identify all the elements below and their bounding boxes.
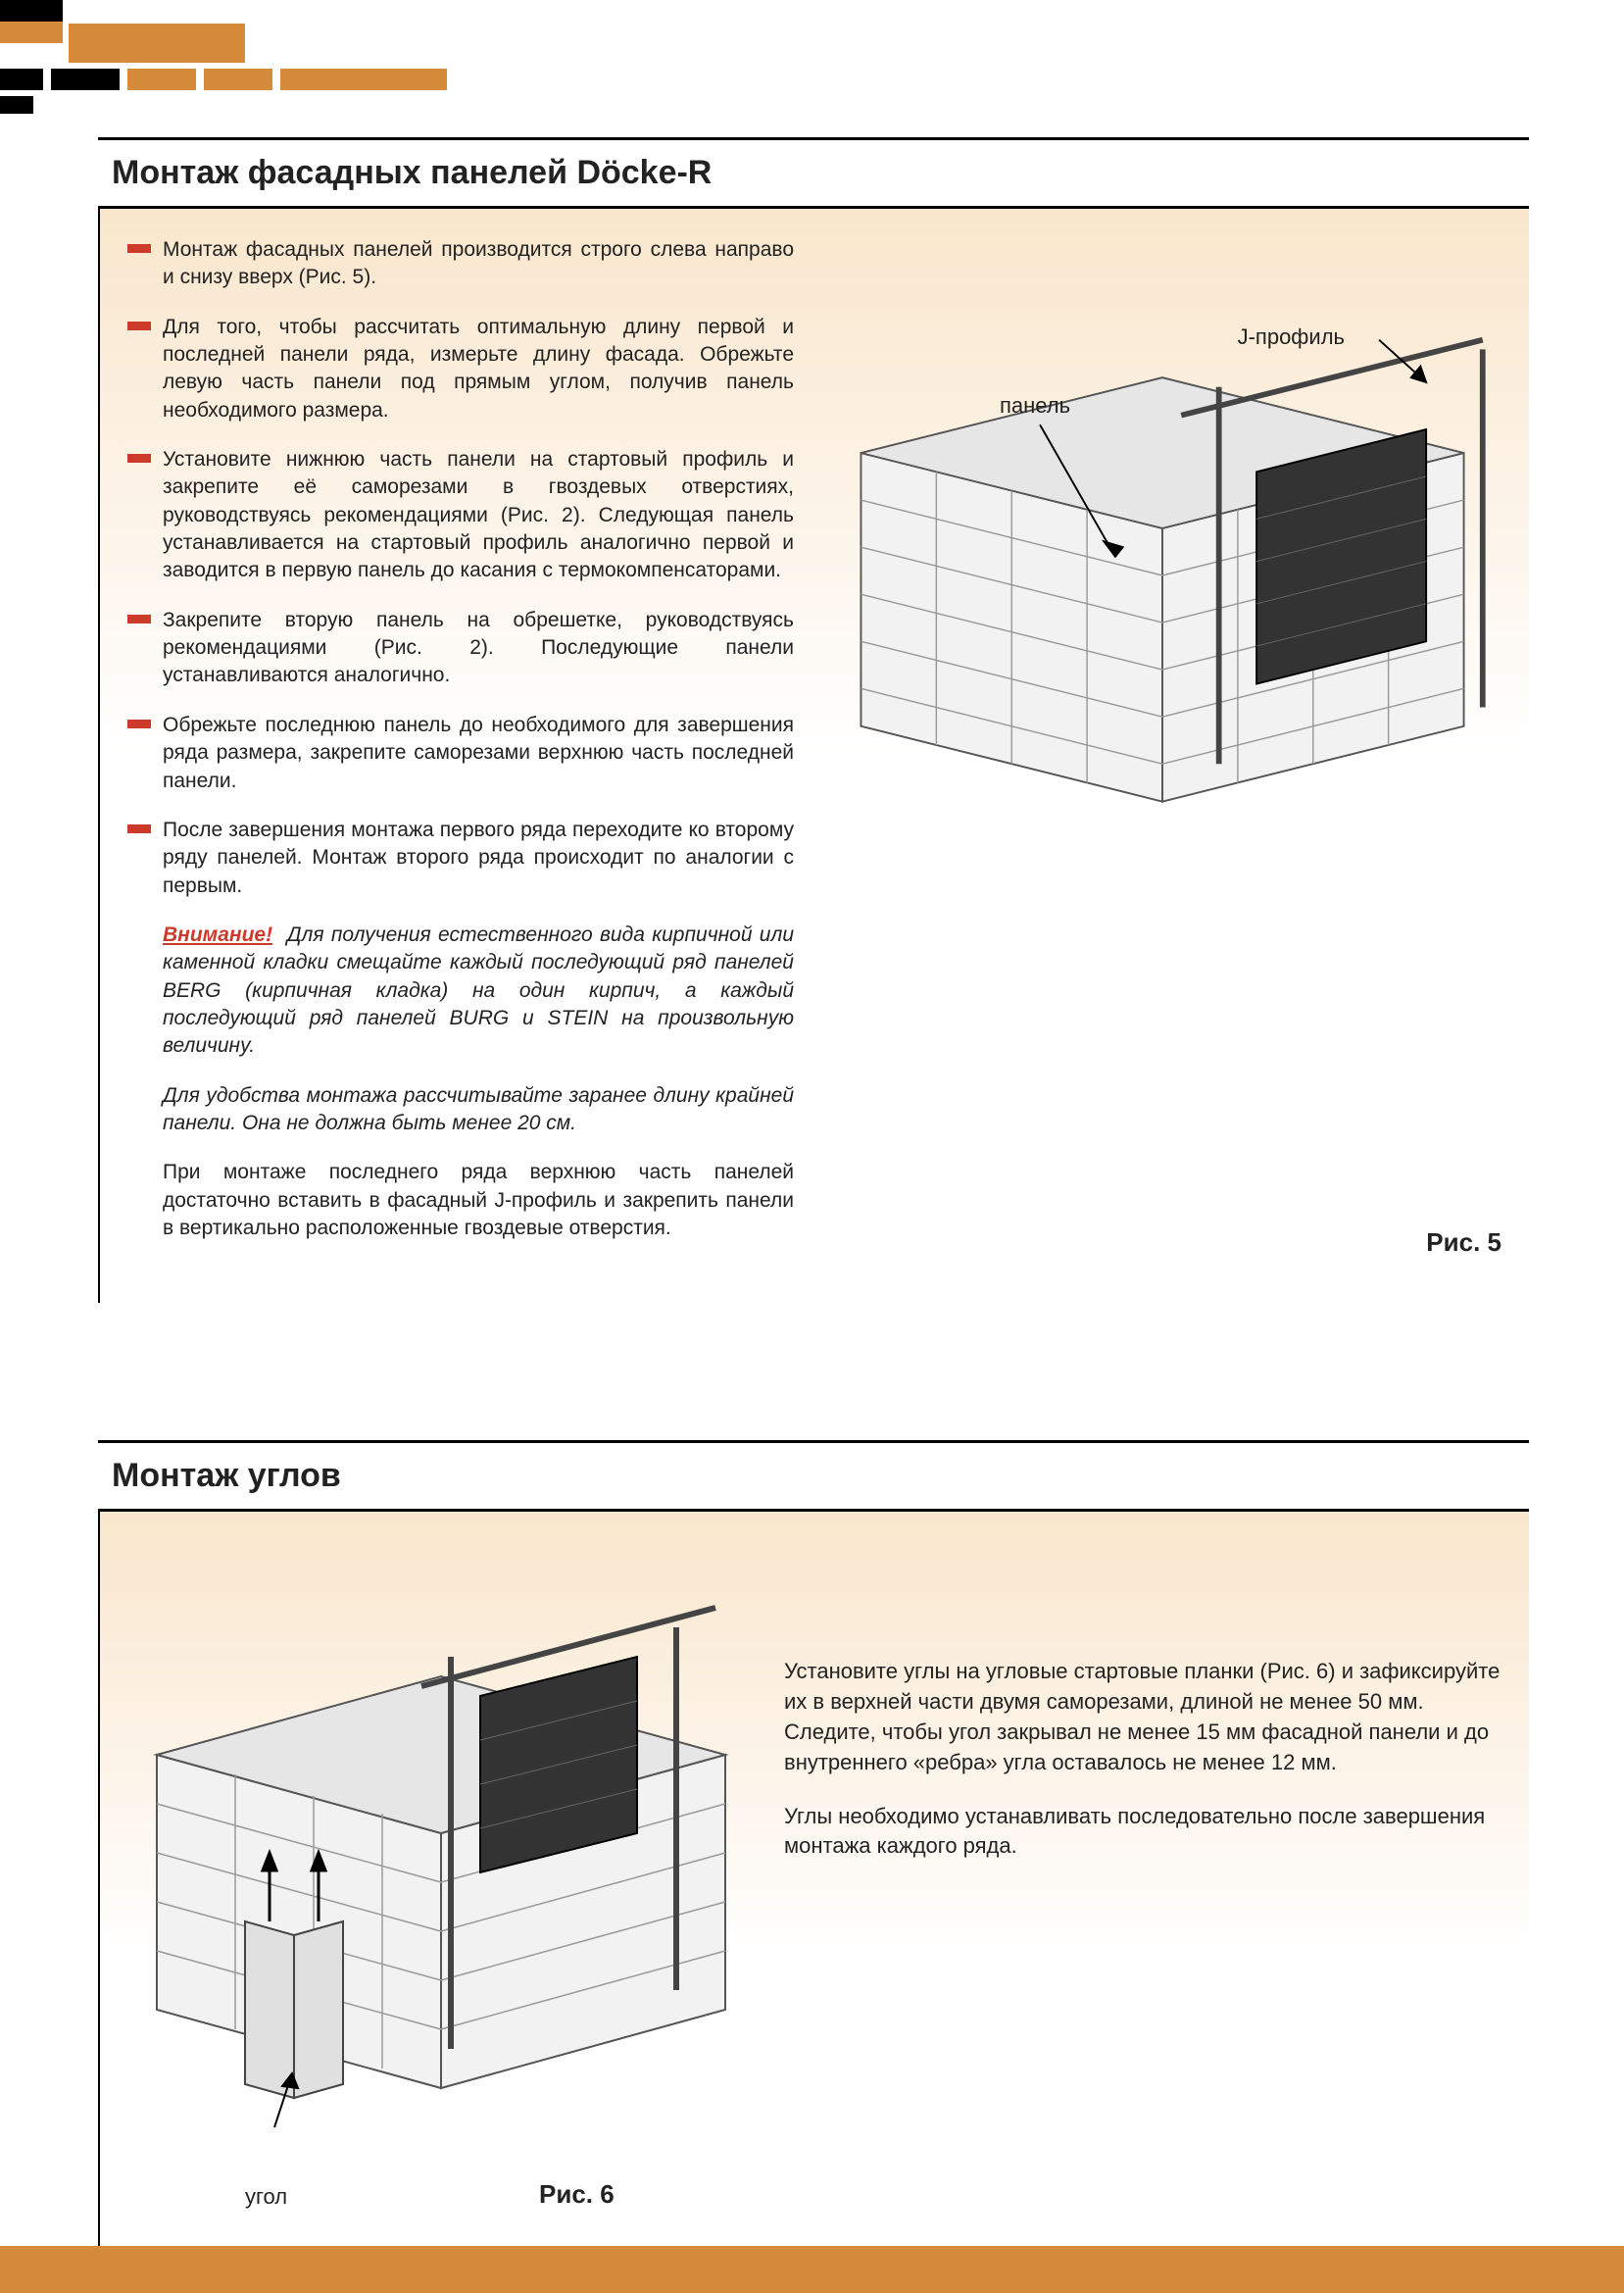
list-item: После завершения монтажа первого ряда пе… bbox=[127, 817, 794, 900]
attention-label: Внимание! bbox=[163, 923, 272, 946]
header-decoration bbox=[0, 0, 1624, 157]
section2-title: Монтаж углов bbox=[98, 1443, 1529, 1512]
list-item: Для того, чтобы рассчитать оптимальную д… bbox=[127, 314, 794, 424]
figure-6-container: угол Рис. 6 bbox=[127, 1539, 755, 2218]
figure-5-caption: Рис. 5 bbox=[1426, 1227, 1501, 1258]
figure-5-container: J-профиль панель bbox=[823, 236, 1501, 1264]
section2-para2: Углы необходимо устанавливать последоват… bbox=[784, 1802, 1501, 1863]
list-item: Установите нижнюю часть панели на старто… bbox=[127, 446, 794, 585]
section2-para1: Установите углы на угловые стартовые пла… bbox=[784, 1657, 1501, 1777]
section1-title: Монтаж фасадных панелей Döcke-R bbox=[98, 140, 1529, 209]
footer-bar bbox=[0, 2246, 1624, 2293]
list-item: Монтаж фасадных панелей производится стр… bbox=[127, 236, 794, 292]
sizing-note: Для удобства монтажа рассчитывайте заран… bbox=[127, 1082, 794, 1138]
section1-bullet-list: Монтаж фасадных панелей производится стр… bbox=[127, 236, 794, 900]
figure-6-caption: Рис. 6 bbox=[539, 2179, 615, 2210]
section2-panel: угол Рис. 6 Установите углы на угловые с… bbox=[98, 1512, 1529, 2257]
figure-6-diagram bbox=[127, 1539, 755, 2147]
callout-panel: панель bbox=[1000, 393, 1070, 419]
attention-note: Внимание! Для получения естественного ви… bbox=[127, 922, 794, 1061]
section1-panel: Монтаж фасадных панелей производится стр… bbox=[98, 209, 1529, 1303]
callout-jprofile: J-профиль bbox=[1238, 324, 1345, 350]
list-item: Обрежьте последнюю панель до необходимог… bbox=[127, 712, 794, 795]
list-item: Закрепите вторую панель на обрешетке, ру… bbox=[127, 607, 794, 690]
figure-5-diagram bbox=[823, 236, 1501, 839]
callout-corner: угол bbox=[245, 2184, 287, 2210]
final-paragraph: При монтаже последнего ряда верхнюю част… bbox=[127, 1159, 794, 1242]
